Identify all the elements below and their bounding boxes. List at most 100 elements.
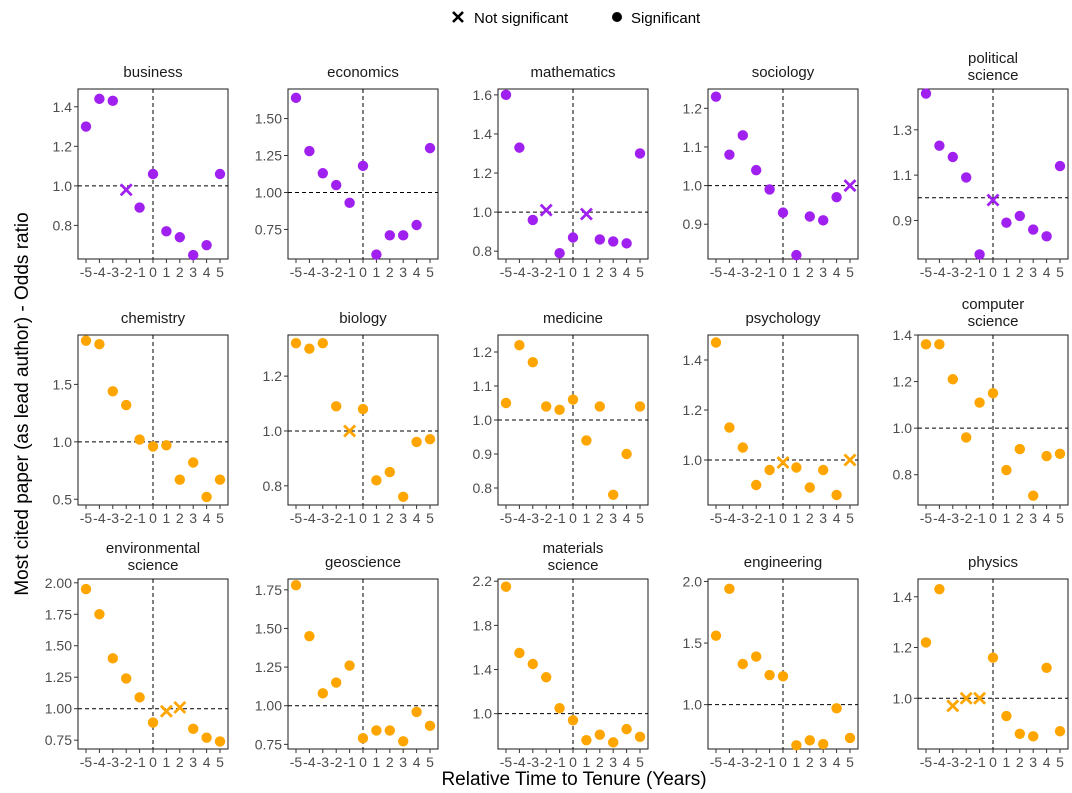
point-significant <box>317 168 328 179</box>
point-significant <box>1001 710 1012 722</box>
x-tick-label: -2 <box>960 264 973 280</box>
point-significant <box>764 184 775 195</box>
x-tick-label: -3 <box>317 754 330 770</box>
point-significant <box>357 732 369 744</box>
y-tick-label: 0.8 <box>263 478 283 494</box>
x-tick-label: -3 <box>317 264 330 280</box>
point-significant <box>804 211 815 222</box>
point-significant <box>134 434 145 445</box>
point-significant <box>608 489 619 500</box>
x-tick-label: 2 <box>386 510 394 526</box>
point-significant <box>121 673 132 684</box>
x-tick-label: -1 <box>973 754 986 770</box>
x-tick-label: 3 <box>609 264 617 280</box>
point-significant <box>357 160 369 172</box>
point-significant <box>987 652 999 663</box>
x-tick-label: 4 <box>623 510 631 526</box>
x-tick-label: -1 <box>133 264 146 280</box>
x-tick-label: 2 <box>806 754 814 770</box>
point-significant <box>344 660 355 671</box>
y-tick-label: 1.4 <box>893 589 913 605</box>
y-tick-label: 0.9 <box>893 212 913 228</box>
x-tick-label: 1 <box>583 264 591 280</box>
x-tick-label: -5 <box>500 754 513 770</box>
x-tick-label: 0 <box>359 264 367 280</box>
y-tick-label: 1.0 <box>683 697 703 713</box>
x-tick-label: -2 <box>750 264 763 280</box>
x-tick-label: -4 <box>303 510 316 526</box>
x-tick-label: 0 <box>989 264 997 280</box>
panel-title: engineering <box>744 554 822 571</box>
x-tick-label: -4 <box>723 510 736 526</box>
point-significant <box>214 168 226 180</box>
point-significant <box>317 338 328 349</box>
point-not-significant <box>959 691 973 705</box>
x-tick-label: -3 <box>527 754 540 770</box>
point-significant <box>384 230 395 241</box>
point-significant <box>161 226 172 237</box>
point-significant <box>147 168 159 180</box>
y-tick-label: 1.4 <box>473 662 493 678</box>
x-tick-label: 4 <box>413 510 421 526</box>
y-tick-label: 0.8 <box>893 467 913 483</box>
panel-title: science <box>968 67 1019 84</box>
point-significant <box>1014 728 1025 739</box>
x-tick-label: 5 <box>216 754 224 770</box>
x-tick-label: -1 <box>343 510 356 526</box>
point-not-significant <box>843 179 857 193</box>
x-tick-label: -5 <box>500 264 513 280</box>
point-significant <box>331 179 342 191</box>
x-tick-label: -4 <box>723 264 736 280</box>
y-tick-label: 1.0 <box>893 690 913 706</box>
panel: physics 1.0 1.2 1.4 -5 -4 -3 -2 -1 0 1 2 3 4 5 <box>893 554 1069 770</box>
point-significant <box>737 130 748 141</box>
x-tick-label: 0 <box>149 510 157 526</box>
point-significant <box>764 464 775 476</box>
x-tick-label: 3 <box>399 510 407 526</box>
panel-title: business <box>123 64 182 81</box>
panel: chemistry 0.5 1.0 1.5 -5 -4 -3 -2 -1 0 1 2 3 4 5 <box>53 310 229 526</box>
point-significant <box>371 249 382 260</box>
x-tick-label: 3 <box>1029 264 1037 280</box>
point-significant <box>777 671 789 682</box>
y-tick-label: 1.5 <box>683 635 703 651</box>
point-not-significant <box>579 207 593 221</box>
point-significant <box>424 142 436 154</box>
y-tick-label: 1.0 <box>473 706 493 722</box>
legend: Not significant Significant <box>452 10 701 27</box>
panel: medicine 0.8 0.9 1.0 1.1 1.2 -5 -4 -3 -2 -1 0 1 2 3 4 5 <box>473 310 649 526</box>
x-tick-label: 2 <box>806 510 814 526</box>
y-tick-label: 1.2 <box>893 640 913 656</box>
point-significant <box>80 583 92 595</box>
x-tick-label: -2 <box>120 264 133 280</box>
point-significant <box>621 448 632 460</box>
point-significant <box>818 738 829 750</box>
y-axis-label: Most cited paper (as lead author) - Odds… <box>12 212 33 595</box>
x-tick-label: 3 <box>189 754 197 770</box>
point-significant <box>371 475 382 486</box>
panel: geoscience 0.75 1.00 1.25 1.50 1.75 -5 -4 -3 -2 -1… <box>255 554 439 770</box>
point-significant <box>514 340 525 351</box>
x-tick-label: -3 <box>107 510 120 526</box>
x-tick-label: -2 <box>540 510 553 526</box>
x-tick-label: -2 <box>960 510 973 526</box>
point-significant <box>567 394 579 405</box>
panel-title: materials <box>543 540 604 557</box>
point-significant <box>724 149 735 160</box>
point-not-significant <box>159 704 173 718</box>
x-tick-label: 3 <box>189 510 197 526</box>
point-significant <box>791 462 802 473</box>
panel-title: sociology <box>752 64 815 81</box>
x-tick-label: 1 <box>163 264 171 280</box>
panel: biology 0.8 1.0 1.2 -5 -4 -3 -2 -1 0 1 2 3 4 5 <box>263 310 439 526</box>
x-tick-label: 1 <box>163 754 171 770</box>
x-tick-label: -3 <box>107 754 120 770</box>
y-tick-label: 1.75 <box>45 606 72 622</box>
point-significant <box>304 343 315 354</box>
point-significant <box>188 249 199 261</box>
x-tick-label: 2 <box>1016 754 1024 770</box>
x-tick-label: 5 <box>1056 264 1064 280</box>
point-significant <box>107 653 119 664</box>
y-tick-label: 0.5 <box>53 491 73 507</box>
x-tick-label: 3 <box>1029 510 1037 526</box>
